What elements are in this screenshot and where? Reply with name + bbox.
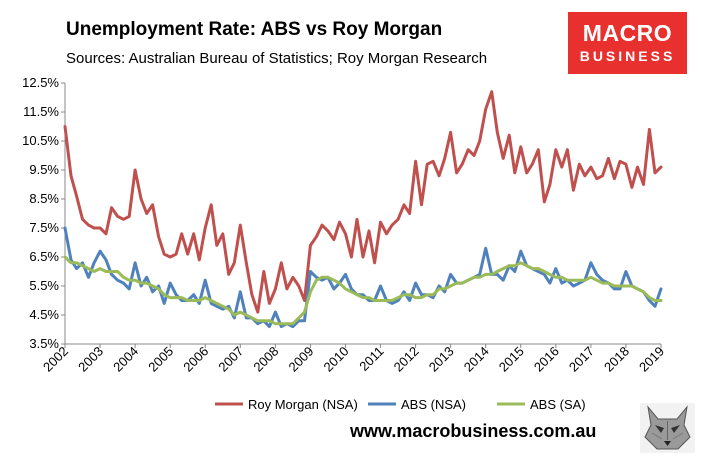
legend-label: Roy Morgan (NSA) (248, 397, 358, 412)
x-tick-label: 2009 (285, 344, 316, 375)
x-tick-label: 2003 (75, 344, 106, 375)
y-tick-label: 10.5% (22, 133, 59, 148)
x-tick-label: 2004 (110, 344, 141, 375)
y-tick-label: 5.5% (29, 278, 59, 293)
chart-subtitle: Sources: Australian Bureau of Statistics… (66, 50, 488, 67)
x-tick-label: 2011 (356, 344, 386, 374)
y-tick-label: 7.5% (29, 220, 59, 235)
y-tick-label: 3.5% (29, 336, 59, 351)
wolf-mascot-icon (640, 403, 695, 453)
chart-title: Unemployment Rate: ABS vs Roy Morgan (66, 19, 443, 40)
x-tick-label: 2013 (426, 344, 457, 375)
legend-label: ABS (NSA) (401, 397, 466, 412)
y-tick-label: 12.5% (22, 75, 59, 90)
x-tick-label: 2016 (531, 344, 562, 375)
x-tick-label: 2005 (145, 344, 176, 375)
y-tick-label: 6.5% (29, 249, 59, 264)
y-tick-label: 11.5% (23, 104, 59, 119)
x-tick-label: 2010 (321, 344, 352, 375)
series-line-roy-morgan-nsa (63, 90, 663, 314)
y-tick-label: 8.5% (29, 191, 59, 206)
macrobusiness-logo: MACRO BUSINESS (568, 12, 687, 74)
series-line-abs-nsa (63, 226, 663, 329)
x-tick-label: 2015 (496, 344, 527, 375)
legend-label: ABS (SA) (530, 397, 586, 412)
x-tick-label: 2006 (180, 344, 211, 375)
x-tick-label: 2017 (566, 344, 597, 375)
x-tick-label: 2014 (461, 344, 492, 375)
y-tick-label: 9.5% (29, 162, 59, 177)
x-tick-label: 2008 (250, 344, 281, 375)
series-line-abs-sa (63, 255, 663, 326)
x-tick-label: 2012 (391, 344, 422, 375)
footer-url: www.macrobusiness.com.au (350, 421, 597, 441)
x-tick-label: 2019 (636, 344, 667, 375)
logo-line-2: BUSINESS (579, 48, 676, 64)
x-tick-label: 2007 (215, 344, 246, 375)
logo-line-1: MACRO (582, 20, 673, 46)
x-tick-label: 2018 (601, 344, 632, 375)
y-tick-label: 4.5% (29, 307, 59, 322)
